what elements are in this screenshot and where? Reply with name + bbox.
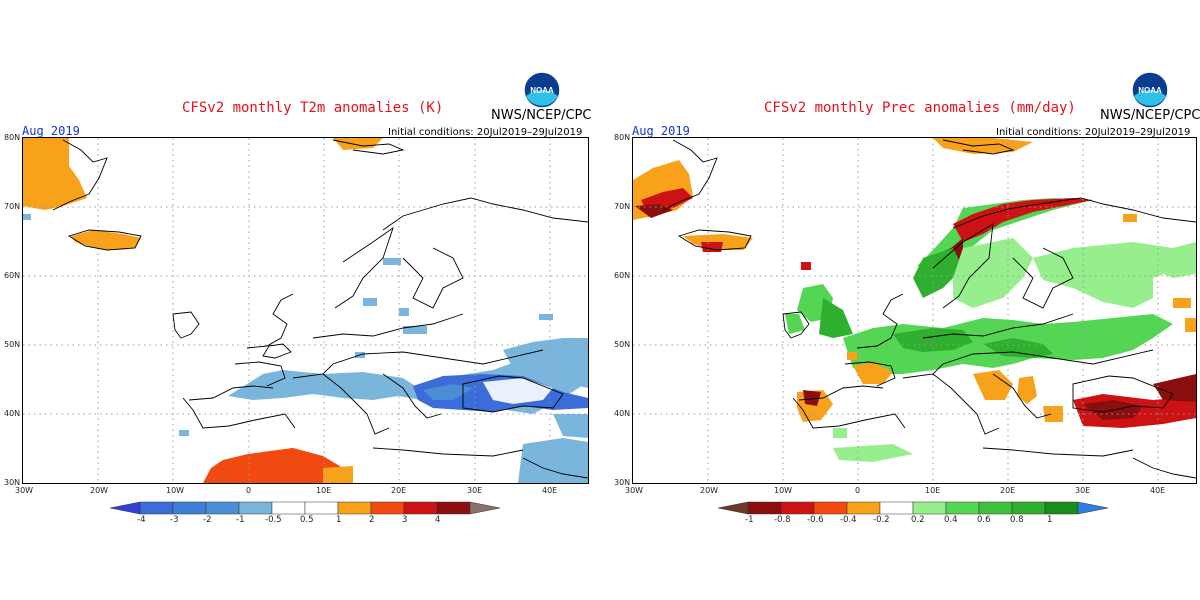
prec-anomaly-field (633, 138, 1196, 462)
prec-map-svg (633, 138, 1196, 483)
colorbar-label: -1 (745, 515, 754, 525)
colorbar-label: 0.8 (1010, 515, 1024, 525)
colorbar-label: -0.8 (774, 515, 791, 525)
lat-lon-grid (23, 138, 588, 483)
lat-label: 70N (4, 202, 21, 211)
colorbar-label: 1 (336, 515, 342, 525)
colorbar-label: -2 (203, 515, 212, 525)
lat-label: 40N (614, 409, 631, 418)
lon-label: 10W (774, 486, 793, 495)
t2m-title: CFSv2 monthly T2m anomalies (K) (182, 100, 444, 116)
colorbar-label: -0.2 (873, 515, 890, 525)
colorbar-label: -3 (170, 515, 179, 525)
noaa-logo-icon: NOAA (523, 71, 561, 109)
initial-conditions: Initial conditions: 20Jul2019–29Jul2019 (996, 127, 1191, 138)
lon-label: 0 (855, 486, 861, 495)
colorbar-label: 3 (402, 515, 408, 525)
svg-text:NOAA: NOAA (1138, 86, 1162, 95)
lon-label: 20E (1000, 486, 1016, 495)
svg-text:NOAA: NOAA (530, 86, 554, 95)
colorbar-label: -4 (137, 515, 146, 525)
t2m-panel: CFSv2 monthly T2m anomalies (K) NOAA NWS… (4, 71, 592, 525)
lon-label: 30E (467, 486, 483, 495)
lat-label: 80N (614, 133, 631, 142)
prec-map (632, 137, 1197, 484)
prec-title: CFSv2 monthly Prec anomalies (mm/day) (764, 100, 1076, 116)
agency-label: NWS/NCEP/CPC (1100, 108, 1200, 123)
lat-label: 50N (4, 340, 21, 349)
coastlines (52, 139, 588, 479)
lon-label: 20W (90, 486, 109, 495)
lat-label: 70N (614, 202, 631, 211)
colorbar-label: -0.4 (840, 515, 857, 525)
agency-label: NWS/NCEP/CPC (491, 108, 592, 123)
colorbar-label: 0.4 (944, 515, 958, 525)
forecast-month: Aug 2019 (632, 124, 690, 138)
lon-label: 40E (1150, 486, 1166, 495)
lat-label: 60N (4, 271, 21, 280)
lat-label: 30N (4, 478, 21, 487)
colorbar-label: 4 (435, 515, 441, 525)
t2m-map-svg (23, 138, 588, 483)
forecast-month: Aug 2019 (22, 124, 80, 138)
lat-label: 60N (614, 271, 631, 280)
lat-label: 30N (614, 478, 631, 487)
lon-label: 30W (625, 486, 644, 495)
prec-panel: CFSv2 monthly Prec anomalies (mm/day) NO… (610, 0, 1200, 600)
t2m-anomaly-field (23, 138, 588, 483)
noaa-logo-icon: NOAA (1131, 71, 1169, 109)
lat-label: 80N (4, 133, 21, 142)
t2m-colorbar (110, 501, 501, 515)
lon-label: 20E (391, 486, 407, 495)
colorbar-label: 2 (369, 515, 375, 525)
lon-label: 0 (246, 486, 252, 495)
colorbar-label: -0.6 (807, 515, 824, 525)
colorbar-label: -1 (236, 515, 245, 525)
lon-label: 30E (1075, 486, 1091, 495)
colorbar-label: 1 (1047, 515, 1053, 525)
lon-label: 10W (166, 486, 185, 495)
lon-label: 30W (15, 486, 34, 495)
lat-lon-grid (633, 138, 1196, 483)
lat-label: 50N (614, 340, 631, 349)
lon-label: 40E (542, 486, 558, 495)
lon-label: 10E (316, 486, 332, 495)
lon-label: 10E (925, 486, 941, 495)
coastlines (662, 139, 1196, 479)
t2m-map (22, 137, 589, 484)
colorbar-label: -0.5 (265, 515, 282, 525)
initial-conditions: Initial conditions: 20Jul2019–29Jul2019 (388, 127, 583, 138)
lat-label: 40N (4, 409, 21, 418)
colorbar-label: 0.5 (300, 515, 314, 525)
prec-colorbar (718, 501, 1109, 515)
colorbar-label: 0.2 (911, 515, 925, 525)
colorbar-label: 0.6 (977, 515, 991, 525)
lon-label: 20W (700, 486, 719, 495)
